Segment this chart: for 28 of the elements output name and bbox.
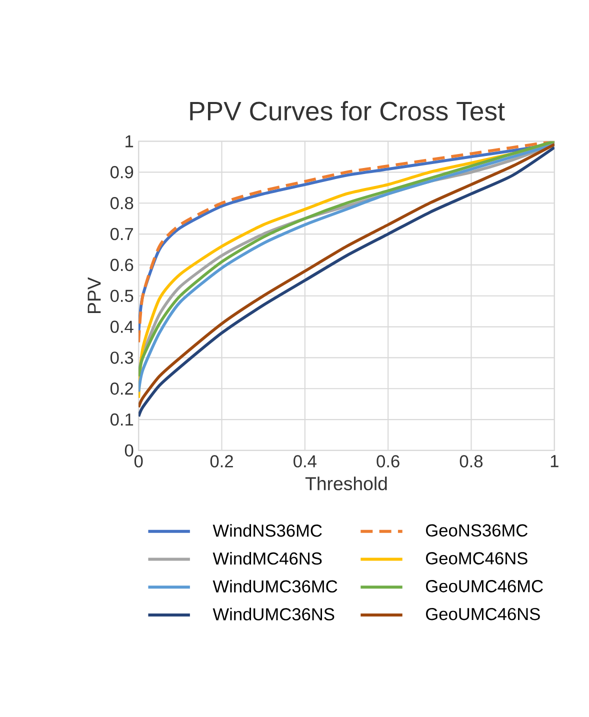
legend-label: WindNS36MC: [212, 524, 322, 537]
x-tick-label: 0.4: [294, 455, 316, 468]
legend-label: GeoUMC46NS: [426, 608, 540, 620]
y-tick-label: 0.1: [110, 413, 134, 426]
y-tick-label: 0.4: [110, 320, 134, 333]
legend-label: GeoMC46NS: [426, 552, 528, 564]
legend-label: GeoNS36MC: [426, 524, 528, 537]
legend-label: GeoUMC46MC: [426, 580, 543, 592]
x-tick-label: 1: [550, 455, 558, 468]
chart-title: PPV Curves for Cross Test: [190, 101, 505, 121]
x-tick-label: 0: [134, 455, 143, 468]
legend-label: WindUMC36MC: [212, 580, 338, 593]
x-tick-label: 0.8: [460, 455, 483, 468]
y-tick-label: 0: [124, 444, 134, 457]
x-tick-label: 0.6: [376, 455, 400, 468]
y-tick-label: 0.7: [110, 228, 133, 240]
x-tick-label: 0.2: [210, 455, 233, 468]
y-tick-label: 0.9: [110, 166, 134, 178]
y-axis-title: PPV: [88, 277, 101, 314]
legend-label: WindMC46NS: [212, 552, 322, 565]
y-tick-label: 0.5: [110, 290, 134, 302]
y-tick-label: 0.6: [110, 258, 134, 272]
y-tick-label: 1: [126, 135, 134, 148]
y-tick-label: 0.3: [110, 352, 134, 364]
y-tick-label: 0.2: [110, 382, 133, 395]
x-axis-title: Threshold: [305, 476, 387, 490]
legend-label: WindUMC36NS: [212, 608, 334, 620]
y-tick-label: 0.8: [110, 196, 134, 210]
